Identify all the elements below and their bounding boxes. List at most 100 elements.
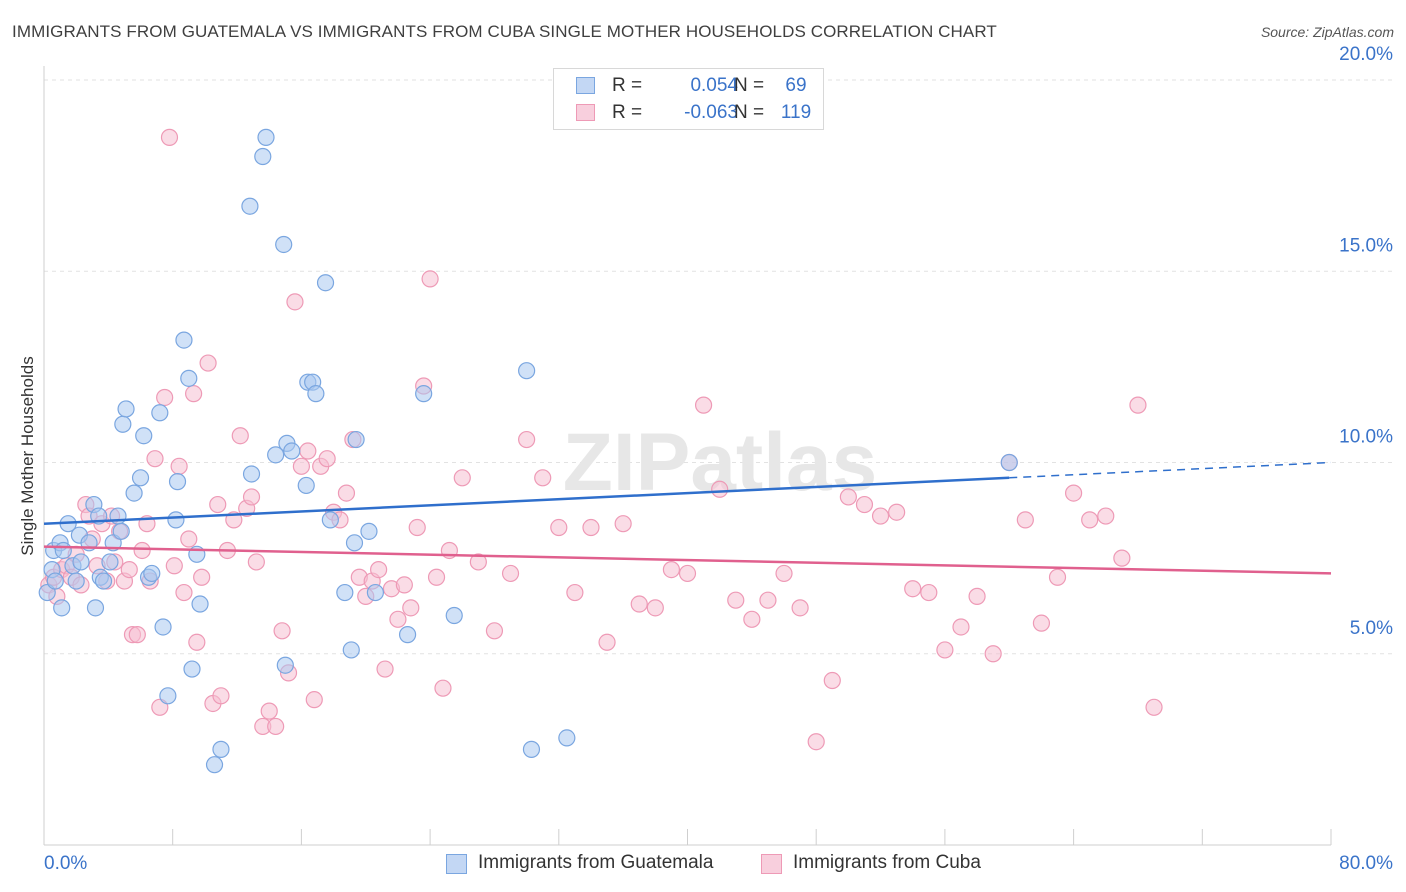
- data-point: [598, 633, 616, 651]
- data-point: [191, 595, 209, 613]
- axes: [43, 66, 1332, 846]
- data-point: [904, 580, 922, 598]
- data-point: [120, 560, 138, 579]
- data-point: [376, 660, 394, 678]
- data-point: [151, 404, 169, 422]
- series-guatemala: [38, 128, 1018, 774]
- data-point: [345, 534, 364, 552]
- bottom-legend-swatch-guatemala: [446, 854, 467, 874]
- data-point: [86, 599, 105, 617]
- data-point: [408, 518, 426, 537]
- data-point: [175, 583, 193, 602]
- data-points: [38, 128, 1163, 774]
- data-point: [307, 385, 325, 403]
- data-point: [518, 430, 536, 449]
- x-tick-label: 0.0%: [44, 853, 87, 874]
- data-point: [112, 522, 130, 540]
- data-point: [286, 293, 304, 311]
- data-point: [1145, 698, 1163, 716]
- data-point: [53, 599, 71, 617]
- data-point: [984, 645, 1002, 663]
- data-point: [558, 729, 576, 747]
- y-tick-label: 10.0%: [1339, 427, 1393, 448]
- data-point: [254, 147, 272, 166]
- data-point: [694, 396, 713, 414]
- data-point: [485, 622, 504, 640]
- data-point: [1048, 568, 1067, 586]
- data-point: [743, 610, 761, 628]
- data-point: [727, 591, 745, 609]
- chart-title: IMMIGRANTS FROM GUATEMALA VS IMMIGRANTS …: [12, 22, 997, 41]
- data-point: [775, 564, 793, 583]
- data-point: [366, 583, 385, 602]
- legend-n-value-cuba: 119: [780, 102, 812, 123]
- data-point: [175, 331, 193, 349]
- data-point: [522, 740, 541, 758]
- data-point: [1000, 453, 1018, 472]
- legend-n-label: N =: [734, 102, 765, 123]
- data-point: [807, 733, 825, 751]
- data-point: [212, 740, 230, 758]
- data-point: [199, 354, 217, 372]
- data-point: [183, 660, 201, 678]
- y-tick-label: 15.0%: [1339, 235, 1393, 256]
- data-point: [283, 442, 301, 460]
- data-point: [871, 507, 890, 525]
- data-point: [415, 385, 433, 403]
- data-point: [305, 691, 323, 709]
- data-point: [469, 553, 487, 571]
- data-point: [180, 369, 198, 387]
- data-point: [402, 599, 420, 617]
- data-point: [257, 128, 275, 146]
- data-point: [342, 641, 360, 659]
- data-point: [398, 626, 417, 644]
- data-point: [154, 618, 172, 636]
- data-point: [318, 450, 336, 468]
- data-point: [646, 599, 664, 617]
- data-point: [421, 270, 439, 288]
- legend-r-value-cuba: -0.063: [684, 102, 738, 123]
- data-point: [209, 495, 227, 514]
- data-point: [170, 457, 188, 475]
- data-point: [336, 583, 354, 602]
- data-point: [165, 557, 183, 575]
- data-point: [360, 522, 378, 540]
- source-label: Source: ZipAtlas.com: [1260, 24, 1394, 40]
- data-point: [241, 197, 259, 215]
- data-point: [501, 564, 520, 583]
- data-point: [117, 400, 135, 418]
- data-point: [920, 583, 938, 602]
- data-point: [389, 610, 407, 628]
- data-point: [1129, 396, 1147, 414]
- data-point: [247, 553, 265, 571]
- data-point: [582, 518, 600, 537]
- data-point: [791, 599, 809, 617]
- data-point: [614, 515, 632, 533]
- legend-r-value-guatemala: 0.054: [690, 75, 738, 96]
- legend-n-value-guatemala: 69: [785, 75, 807, 96]
- data-point: [168, 473, 187, 491]
- data-point: [292, 457, 310, 475]
- data-point: [156, 388, 174, 407]
- data-point: [630, 595, 648, 613]
- data-point: [952, 618, 970, 636]
- data-point: [321, 511, 339, 529]
- data-point: [1097, 507, 1115, 525]
- data-point: [146, 450, 164, 468]
- x-tick-label: 80.0%: [1339, 853, 1393, 874]
- data-point: [395, 576, 413, 594]
- data-point: [276, 656, 294, 674]
- data-point: [711, 480, 729, 498]
- data-point: [370, 560, 388, 579]
- legend-n-label: N =: [734, 75, 765, 96]
- data-point: [46, 572, 64, 590]
- data-point: [518, 362, 536, 380]
- data-point: [427, 568, 446, 586]
- data-point: [94, 572, 113, 590]
- data-point: [131, 469, 150, 487]
- data-point: [1016, 511, 1034, 529]
- data-point: [1081, 511, 1099, 529]
- data-point: [275, 235, 293, 254]
- data-point: [550, 518, 568, 537]
